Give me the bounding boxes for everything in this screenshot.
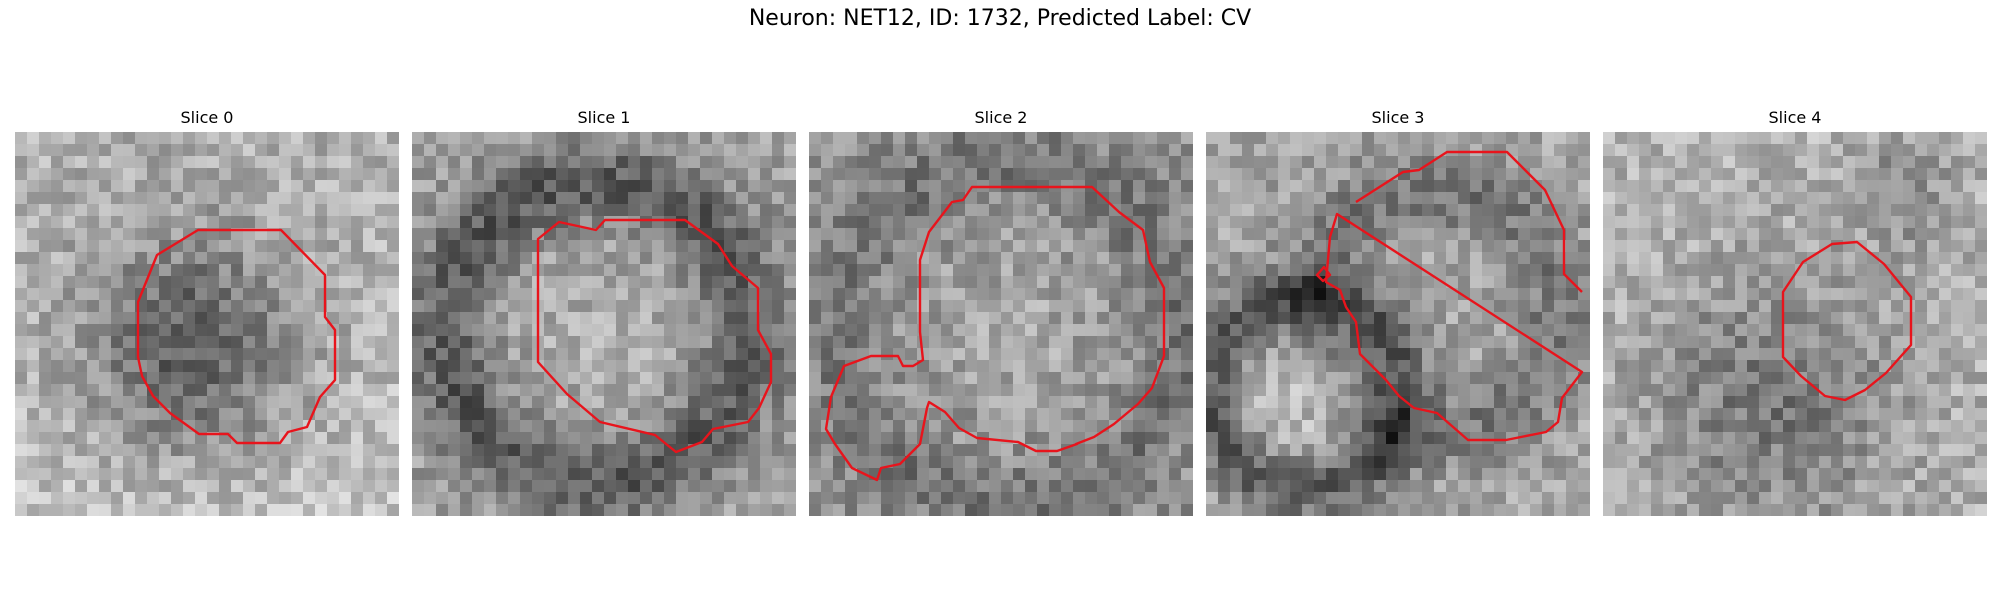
slice-title: Slice 0 (180, 108, 234, 127)
slice-image-svg (1206, 132, 1590, 516)
slice-image-svg (15, 132, 399, 516)
slice-image (1603, 132, 1987, 516)
segmentation-contour (1781, 240, 1913, 402)
slice-image-svg (412, 132, 796, 516)
segmentation-contour (824, 185, 1166, 482)
slice-image-svg (809, 132, 1193, 516)
slice-title: Slice 4 (1768, 108, 1822, 127)
slice-image (1206, 132, 1590, 516)
slice-image (412, 132, 796, 516)
segmentation-contour (1315, 150, 1584, 442)
slice-title: Slice 3 (1371, 108, 1425, 127)
slice-image-svg (1603, 132, 1987, 516)
slice-image (15, 132, 399, 516)
slice-title: Slice 2 (974, 108, 1028, 127)
segmentation-contour (536, 218, 773, 454)
slice-title: Slice 1 (577, 108, 631, 127)
figure-title: Neuron: NET12, ID: 1732, Predicted Label… (748, 6, 1252, 31)
slice-image (809, 132, 1193, 516)
segmentation-contour (136, 228, 337, 445)
